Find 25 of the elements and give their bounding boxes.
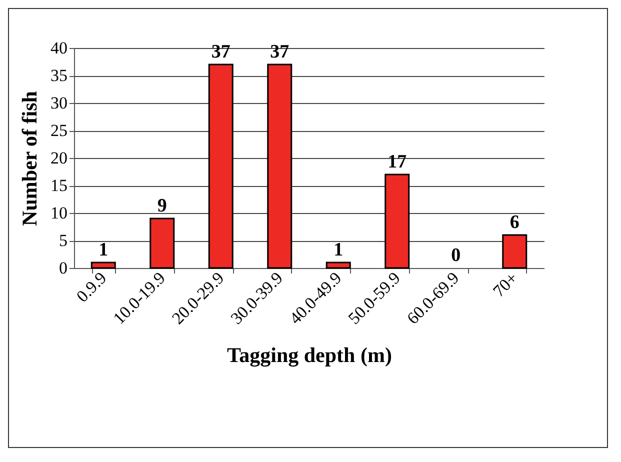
bar: [384, 174, 410, 269]
x-tick-label: 70+: [489, 268, 522, 301]
y-tick-label: 30: [50, 94, 68, 112]
data-label: 6: [510, 212, 520, 233]
data-label: 1: [334, 240, 344, 260]
bar: [326, 262, 351, 269]
y-tick-label: 0: [59, 258, 68, 278]
y-axis-title: Number of fish: [18, 90, 42, 226]
y-tick-label: 20: [50, 148, 68, 168]
bar: [90, 262, 116, 269]
data-label: 9: [157, 196, 167, 216]
data-label: 0: [451, 245, 461, 266]
y-tick-label: 40: [50, 38, 68, 58]
data-label: 1: [98, 240, 108, 260]
bar: [502, 234, 528, 269]
bar: [267, 64, 292, 269]
x-tick-label: 0.9.9: [72, 268, 110, 306]
y-tick-label: 10: [50, 204, 68, 222]
x-axis-title: Tagging depth (m): [227, 343, 392, 368]
y-tick-label: 15: [50, 176, 68, 195]
y-tick-label: 25: [50, 121, 68, 140]
bar: [150, 218, 175, 269]
y-tick-label: 5: [59, 231, 68, 250]
bar: [208, 64, 234, 269]
y-tick-label: 35: [50, 66, 68, 85]
